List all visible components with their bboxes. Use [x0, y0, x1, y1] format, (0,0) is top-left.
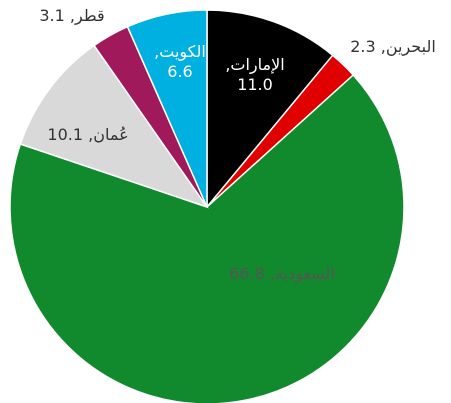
pie-slice	[206, 9, 334, 210]
data-label: عُمان, 10.1	[47, 125, 129, 144]
data-label: السعودية, 66.8	[229, 264, 335, 283]
pie-slice	[19, 44, 209, 209]
data-label: البحرين, 2.3	[350, 37, 436, 56]
pie-slice	[126, 9, 208, 208]
pie-slice	[9, 73, 405, 403]
data-label: الكويت, 6.6	[154, 42, 206, 81]
data-label: الإمارات, 11.0	[225, 55, 285, 94]
data-label: قطر, 3.1	[39, 6, 105, 25]
